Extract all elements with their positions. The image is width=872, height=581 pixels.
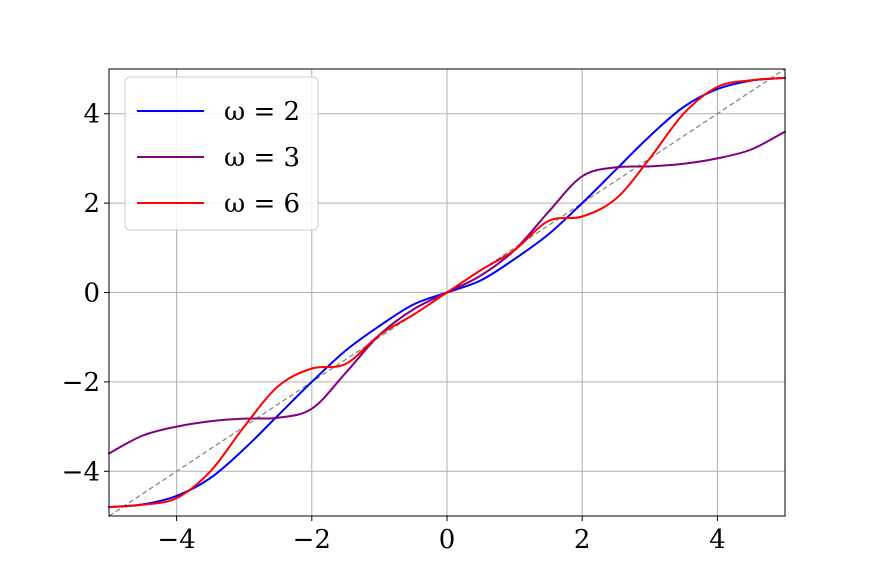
y-tick-label: 4: [83, 100, 100, 130]
x-tick-label: −4: [157, 525, 195, 555]
x-tick-label: −2: [293, 525, 331, 555]
reference-line-layer: [108, 68, 786, 517]
x-tick-label: 0: [439, 525, 456, 555]
x-tick-label: 2: [574, 525, 591, 555]
tick-labels: −4 −2 0 2 4 −4 −2 0 2 4: [62, 100, 726, 555]
y-tick-label: −2: [62, 368, 100, 398]
identity-reference-line: [108, 68, 786, 517]
legend-label: ω = 6: [224, 189, 300, 219]
y-tick-label: 2: [83, 189, 100, 219]
y-tick-label: −4: [62, 457, 100, 487]
legend: ω = 2 ω = 3 ω = 6: [124, 76, 319, 231]
x-tick-label: 4: [709, 525, 726, 555]
series-layer: [108, 76, 786, 509]
legend-label: ω = 2: [224, 97, 300, 127]
legend-box: [124, 76, 319, 231]
legend-label: ω = 3: [224, 143, 300, 173]
y-tick-label: 0: [83, 279, 100, 309]
series-line-3: [108, 76, 786, 509]
